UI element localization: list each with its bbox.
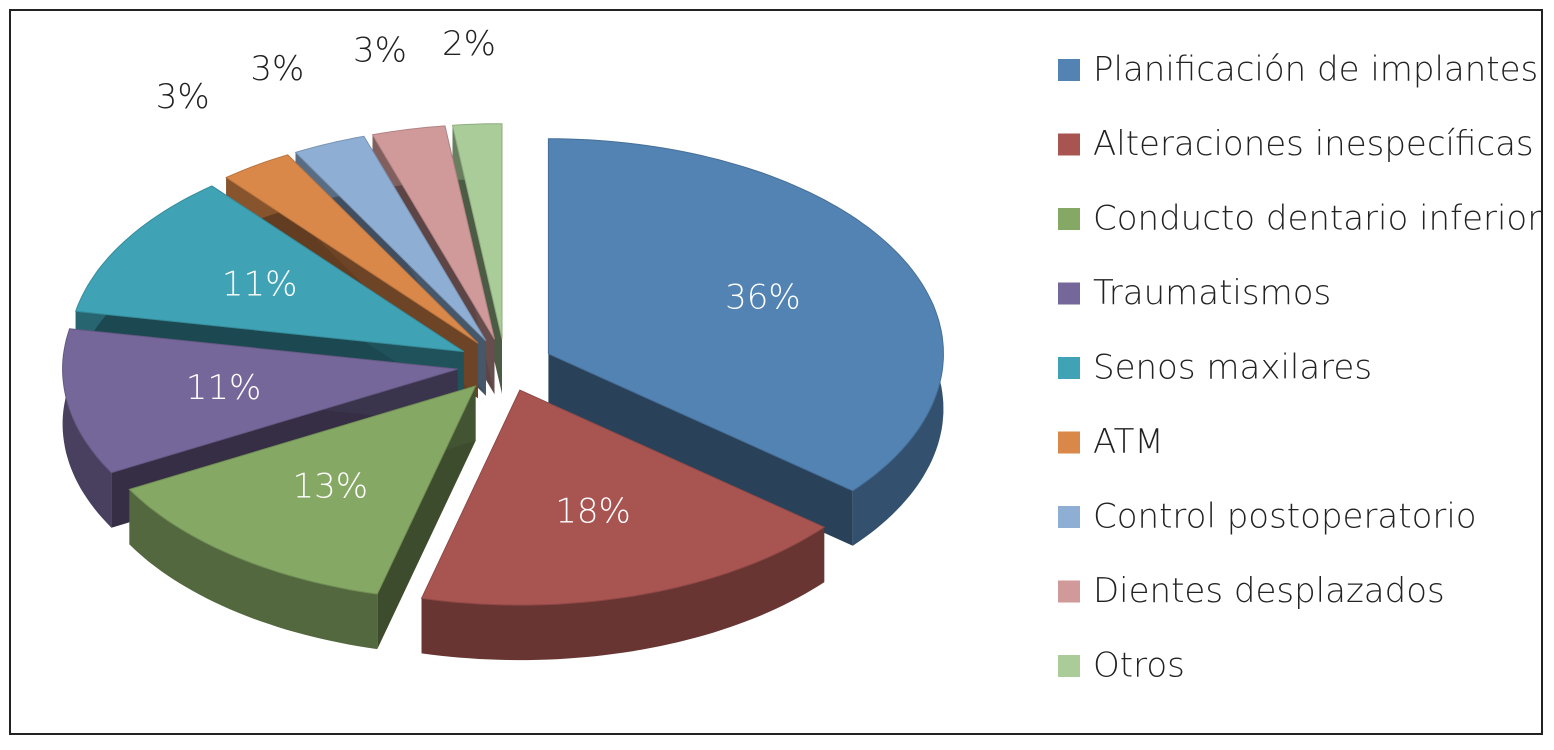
legend-label: Planificación de implantes — [1093, 50, 1538, 90]
legend-label: Traumatismos — [1093, 273, 1331, 313]
pie-slice — [547, 138, 944, 546]
data-label: 3% — [250, 49, 304, 89]
legend-swatch — [1058, 208, 1080, 230]
data-label: 36% — [725, 277, 801, 317]
slice-top — [75, 185, 464, 353]
data-label: 2% — [442, 24, 496, 64]
data-label: 11% — [222, 264, 298, 304]
slice-side — [62, 328, 112, 528]
data-label: 3% — [353, 31, 407, 71]
slice-top — [225, 154, 479, 344]
legend-label: ATM — [1093, 422, 1164, 462]
slice-top — [451, 123, 503, 339]
legend-label: Control postoperatorio — [1093, 497, 1477, 537]
legend-swatch — [1058, 431, 1080, 454]
pie-slice — [420, 389, 826, 661]
legend-swatch — [1058, 506, 1080, 528]
legend-label: Conducto dentario inferior — [1093, 199, 1541, 239]
legend-label: Senos maxilares — [1093, 348, 1372, 388]
pie-slice — [128, 385, 477, 650]
legend-swatch — [1058, 357, 1080, 379]
data-label: 3% — [156, 77, 210, 117]
legend-label: Otros — [1093, 646, 1185, 686]
slice-top — [420, 389, 826, 606]
legend-swatch — [1058, 282, 1080, 305]
legend-swatch — [1058, 59, 1080, 81]
data-label: 18% — [555, 491, 631, 531]
data-label: 13% — [293, 466, 369, 506]
slice-side — [421, 527, 825, 661]
slice-top — [547, 138, 944, 492]
slice-side — [129, 489, 378, 650]
slice-top — [294, 135, 487, 342]
legend-swatch — [1058, 133, 1080, 156]
slice-top — [128, 385, 477, 595]
data-label: 11% — [186, 368, 262, 408]
legend-swatch — [1058, 580, 1080, 603]
slice-wall — [548, 353, 853, 546]
slice-top — [62, 328, 458, 474]
legend-label: Dientes desplazados — [1093, 571, 1445, 611]
legend-label: Alteraciones inespecíficas — [1093, 124, 1534, 164]
legend-swatch — [1058, 655, 1080, 677]
slice-wall — [377, 385, 476, 650]
slice-top — [371, 125, 495, 340]
